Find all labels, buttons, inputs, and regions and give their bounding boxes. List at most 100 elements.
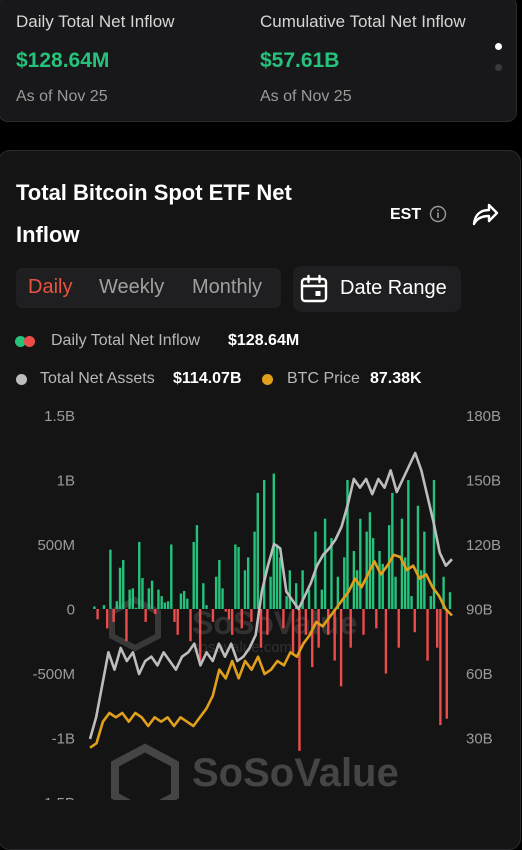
watermark-logo-icon — [109, 596, 161, 652]
inflow-bar — [365, 531, 368, 609]
inflow-bar — [432, 480, 436, 609]
left-axis-tick: -1.5B — [39, 795, 75, 800]
inflow-bar — [243, 570, 247, 609]
inflow-bar — [240, 609, 243, 629]
inflow-bar — [106, 609, 109, 629]
inflow-bar — [416, 505, 420, 609]
inflow-bar — [269, 576, 272, 609]
inflow-bar — [250, 609, 253, 622]
inflow-bar — [336, 576, 340, 609]
inflow-bar — [170, 544, 173, 609]
carousel-dot-active[interactable] — [495, 43, 502, 50]
inflow-bar — [426, 609, 429, 661]
inflow-bar — [371, 538, 375, 609]
summary-card — [0, 0, 517, 122]
inflow-bar — [355, 570, 359, 609]
share-icon[interactable] — [470, 200, 500, 228]
date-range-button[interactable] — [293, 266, 461, 312]
date-range-label[interactable]: Date Range — [340, 277, 447, 299]
inflow-bar — [118, 567, 122, 609]
inflow-bar — [150, 580, 154, 609]
inflow-bar — [147, 588, 151, 609]
inflow-bar — [307, 589, 311, 609]
inflow-bar — [291, 609, 295, 655]
inflow-bar — [320, 589, 324, 609]
inflow-bar — [122, 559, 125, 609]
tab-weekly[interactable]: Weekly — [99, 276, 165, 298]
inflow-bar — [439, 609, 442, 726]
right-axis-tick: 30B — [466, 731, 493, 748]
total-net-assets-line — [88, 451, 453, 740]
btc-price-line — [89, 553, 453, 749]
inflow-bar — [400, 518, 404, 609]
btc-legend-label[interactable]: BTC Price — [287, 370, 360, 387]
inflow-bar — [189, 609, 192, 642]
inflow-bar — [282, 609, 285, 629]
inflow-bar — [298, 609, 301, 751]
inflow-bar — [138, 541, 141, 609]
inflow-bar — [279, 557, 282, 609]
tab-monthly[interactable]: Monthly — [192, 276, 263, 298]
inflow-bar — [234, 544, 237, 609]
inflow-bar — [301, 570, 304, 609]
assets-legend-dot — [16, 374, 27, 385]
inflow-bar — [128, 589, 131, 609]
inflow-bar — [246, 557, 250, 609]
inflow-bar — [253, 531, 256, 609]
inflow-bar — [327, 609, 330, 635]
left-axis-tick: -1B — [52, 731, 75, 748]
inflow-bar — [205, 605, 208, 609]
daily-inflow-date: As of Nov 25 — [16, 88, 108, 105]
right-axis-tick: 150B — [466, 473, 501, 490]
inflow-bar — [378, 550, 381, 609]
inflow-legend-label[interactable]: Daily Total Net Inflow — [51, 332, 201, 349]
etf-flow-chart[interactable]: SoSoValue sosovalue.com SoSoValue 1.5B 1B… — [0, 395, 522, 800]
btc-legend-value: 87.38K — [370, 370, 422, 387]
inflow-bar — [387, 525, 391, 609]
inflow-bars — [93, 473, 452, 751]
inflow-bar — [256, 492, 259, 609]
inflow-bar — [154, 609, 157, 615]
right-axis: 180B 150B 120B 90B 60B 30B — [466, 408, 501, 748]
inflow-bar — [112, 609, 115, 622]
inflow-bar — [195, 525, 199, 609]
inflow-bar — [144, 609, 147, 622]
series-lines — [88, 451, 453, 749]
inflow-bar — [330, 538, 333, 609]
inflow-bar — [163, 602, 167, 609]
tab-daily[interactable]: Daily — [28, 276, 73, 298]
inflow-bar — [134, 607, 138, 609]
inflow-bar — [429, 596, 432, 609]
inflow-bar — [179, 593, 183, 609]
carousel-dot[interactable] — [495, 64, 502, 71]
inflow-bar — [186, 598, 189, 609]
inflow-bar — [266, 609, 269, 635]
inflow-bar — [423, 531, 426, 609]
inflow-bar — [115, 601, 119, 609]
right-axis-tick: 90B — [466, 602, 493, 619]
inflow-bar — [285, 596, 288, 609]
inflow-bar — [317, 609, 320, 648]
timezone-label[interactable]: EST — [390, 206, 422, 223]
inflow-bar — [125, 609, 128, 642]
inflow-bar — [227, 609, 231, 620]
watermark-logo-icon-large — [111, 743, 179, 800]
btc-legend-dot — [262, 374, 273, 385]
inflow-bar — [397, 609, 400, 648]
inflow-bar — [96, 609, 99, 620]
left-axis-tick: -500M — [32, 666, 75, 683]
inflow-bar — [102, 605, 106, 609]
inflow-legend-dot-positive — [15, 336, 26, 347]
inflow-bar — [445, 609, 448, 719]
inflow-bar — [157, 589, 160, 609]
inflow-bar — [394, 576, 397, 609]
watermark: SoSoValue sosovalue.com SoSoValue — [109, 596, 399, 800]
inflow-bar — [262, 480, 266, 609]
assets-legend-value: $114.07B — [173, 370, 242, 387]
info-icon[interactable] — [429, 205, 447, 223]
inflow-bar — [442, 576, 445, 609]
inflow-bar — [407, 480, 410, 609]
inflow-bar — [214, 576, 218, 609]
inflow-bar — [391, 492, 394, 609]
assets-legend-label[interactable]: Total Net Assets — [40, 370, 155, 387]
